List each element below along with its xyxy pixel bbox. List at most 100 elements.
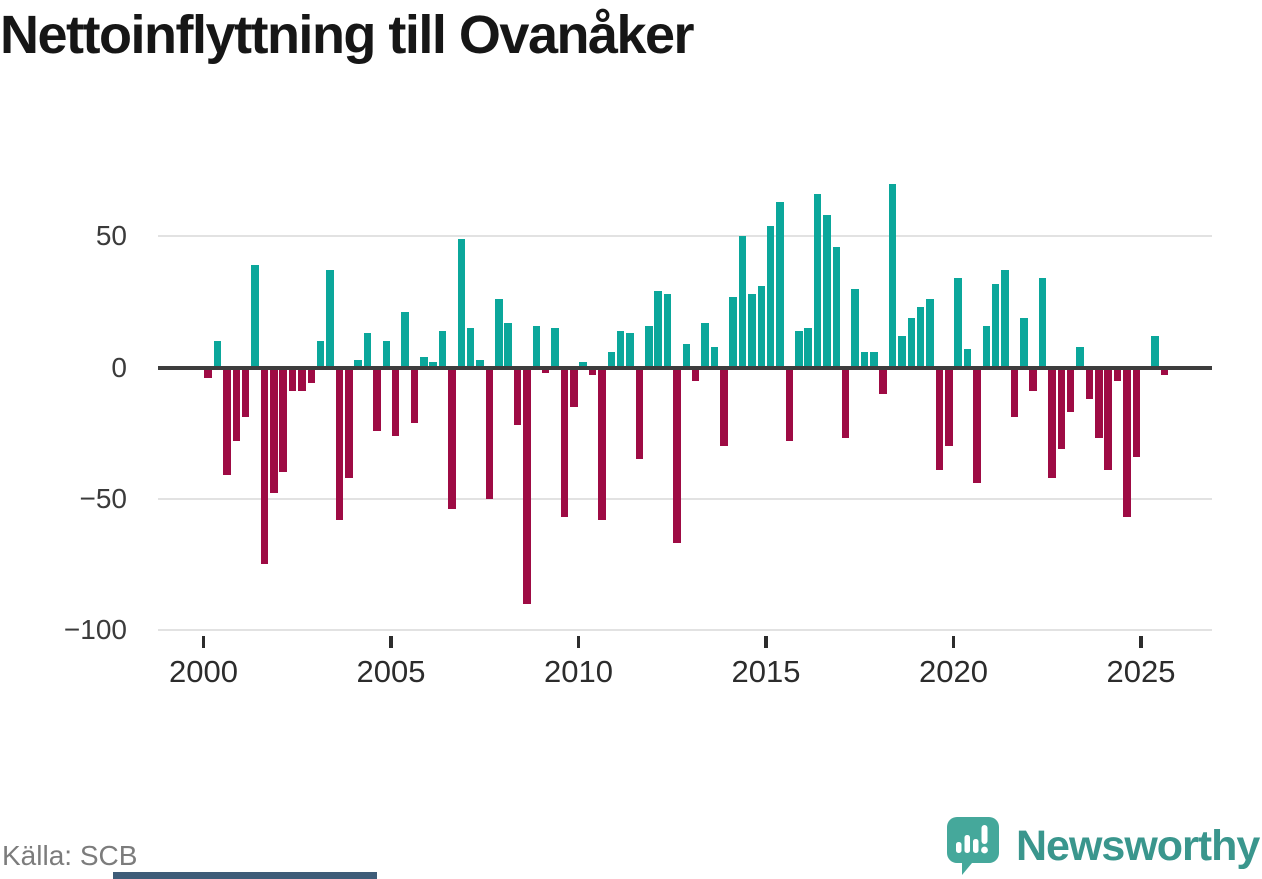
bar-2015Q4	[795, 330, 803, 368]
x-axis-tick-2015	[764, 636, 768, 648]
bar-2004Q3	[373, 367, 381, 431]
bar-2025Q3	[1160, 367, 1169, 376]
bar-2018Q3	[898, 336, 906, 368]
x-axis-label-2010: 2010	[544, 654, 613, 689]
bar-2003Q3	[335, 367, 344, 520]
bar-2022Q2	[1038, 278, 1047, 368]
bar-2002Q4	[307, 367, 316, 384]
bar-2006Q2	[438, 330, 447, 368]
bar-2008Q2	[513, 367, 522, 426]
bar-2000Q3	[223, 367, 231, 475]
bar-2002Q3	[298, 367, 306, 392]
bar-2020Q2	[963, 349, 972, 368]
bar-2023Q4	[1095, 367, 1103, 439]
bar-2013Q2	[701, 322, 709, 368]
y-axis-label-50: 50	[95, 220, 127, 252]
bar-2003Q4	[345, 367, 353, 478]
y-gridline	[158, 628, 1212, 631]
bar-2012Q4	[682, 343, 691, 368]
bar-2022Q1	[1029, 367, 1037, 392]
bar-2007Q1	[466, 328, 475, 368]
bar-2014Q1	[729, 296, 737, 368]
bar-2010Q4	[607, 351, 616, 368]
y-axis-label--50: −50	[79, 482, 128, 514]
newsworthy-logo: Newsworthy	[946, 816, 1260, 876]
bar-2020Q4	[982, 325, 991, 368]
bar-2025Q2	[1151, 336, 1159, 368]
bar-2020Q1	[954, 278, 962, 368]
x-axis-label-2025: 2025	[1106, 654, 1176, 689]
bar-2009Q1	[541, 367, 550, 373]
y-axis-label-0: 0	[111, 351, 127, 383]
x-axis-tick-2020	[951, 636, 956, 648]
bar-2015Q1	[766, 225, 775, 368]
bar-2022Q3	[1048, 367, 1056, 478]
bar-2012Q2	[663, 294, 672, 368]
page-title: Nettoinflyttning till Ovanåker	[0, 5, 695, 65]
bar-2021Q3	[1010, 367, 1019, 418]
bar-2021Q1	[991, 283, 1000, 368]
bar-2016Q3	[823, 215, 831, 368]
bar-2000Q4	[232, 367, 241, 441]
bar-2019Q2	[926, 299, 934, 368]
x-axis-label-2000: 2000	[169, 654, 238, 689]
bar-2020Q3	[973, 367, 981, 483]
bar-2016Q2	[813, 194, 822, 368]
bar-2004Q2	[363, 333, 372, 368]
bar-2011Q2	[626, 333, 634, 368]
bar-2019Q3	[935, 367, 944, 470]
bar-2015Q3	[785, 367, 794, 441]
newsworthy-logo-text: Newsworthy	[1016, 822, 1260, 870]
x-axis-label-2005: 2005	[356, 654, 426, 689]
bar-2002Q2	[288, 367, 297, 392]
bar-2024Q4	[1132, 367, 1141, 457]
bar-2009Q3	[560, 367, 569, 517]
bar-2008Q3	[523, 367, 531, 604]
bar-2017Q1	[841, 367, 850, 439]
bar-2005Q3	[410, 367, 419, 423]
bar-2000Q2	[213, 341, 222, 368]
x-axis-zero-line	[158, 366, 1212, 370]
bar-2024Q3	[1123, 367, 1131, 517]
bar-2014Q2	[738, 236, 747, 368]
x-axis-label-2015: 2015	[731, 654, 801, 689]
bar-2019Q1	[916, 307, 925, 368]
bar-2003Q2	[326, 270, 334, 368]
bar-2014Q3	[748, 294, 756, 368]
bar-2018Q4	[907, 317, 916, 368]
bar-2007Q4	[495, 299, 503, 368]
bar-2004Q1	[354, 359, 362, 368]
y-gridline	[158, 235, 1212, 238]
bar-2015Q2	[776, 202, 784, 368]
bar-2016Q4	[832, 246, 841, 368]
bar-2018Q1	[879, 367, 887, 394]
bar-2017Q2	[851, 288, 859, 368]
bar-2007Q3	[485, 367, 494, 499]
bar-2024Q1	[1104, 367, 1112, 470]
bar-2017Q4	[870, 351, 878, 368]
bar-2004Q4	[382, 341, 391, 368]
y-axis-label--100: −100	[63, 613, 127, 645]
bottom-accent-strip	[113, 872, 377, 879]
bar-2011Q4	[645, 325, 653, 368]
bar-2021Q2	[1001, 270, 1009, 368]
bar-2006Q1	[429, 362, 437, 368]
bar-2000Q1	[204, 367, 212, 378]
bar-2017Q3	[860, 351, 869, 368]
bar-2010Q3	[598, 367, 606, 520]
bar-2018Q2	[888, 183, 897, 368]
bar-2007Q2	[476, 359, 484, 368]
bar-2013Q4	[720, 367, 728, 447]
bar-2006Q3	[448, 367, 456, 510]
newsworthy-speech-bubble-chart-icon	[947, 817, 999, 875]
bar-2005Q1	[391, 367, 400, 436]
bar-2013Q3	[710, 346, 719, 368]
bar-2012Q3	[673, 367, 681, 544]
bar-2006Q4	[457, 239, 466, 368]
bar-2022Q4	[1057, 367, 1066, 449]
bar-2003Q1	[316, 341, 325, 368]
bar-2010Q2	[588, 367, 597, 376]
bar-2008Q4	[532, 325, 541, 368]
bar-2021Q4	[1020, 317, 1028, 368]
